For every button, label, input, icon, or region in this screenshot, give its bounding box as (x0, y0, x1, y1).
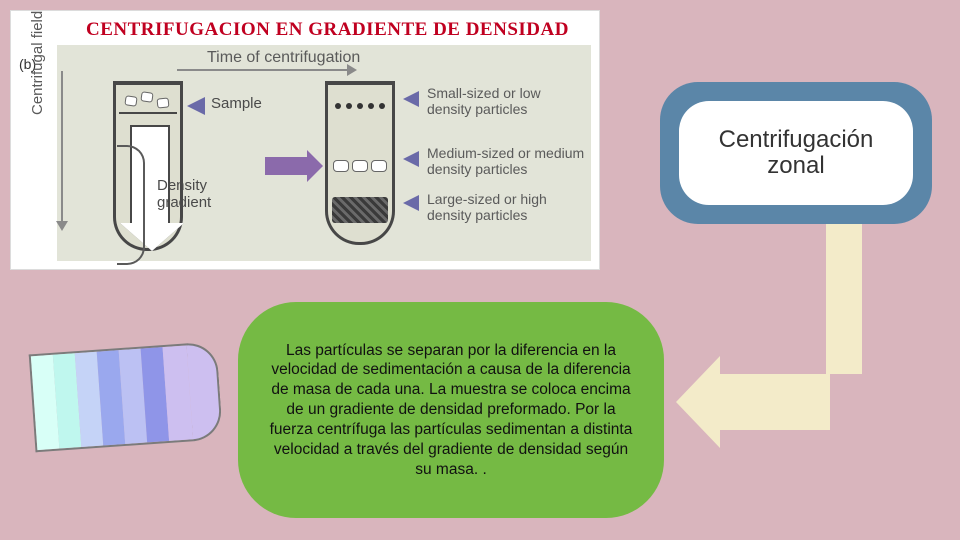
connector-vertical (826, 224, 862, 374)
band-large-particles (332, 197, 388, 223)
label-medium-particles: Medium-sized or medium density particles (427, 145, 584, 177)
label-small-particles: Small-sized or low density particles (427, 85, 541, 117)
transition-arrow-icon (265, 157, 307, 175)
density-gradient-label: Density gradient (157, 177, 211, 212)
sample-label: Sample (211, 95, 262, 112)
y-axis-arrow-icon (61, 71, 63, 221)
tube-after (325, 81, 395, 245)
description-text: Las partículas se separan por la diferen… (268, 341, 634, 480)
band-medium-particles (332, 151, 388, 181)
diagram-body: Time of centrifugation Centrifugal field… (57, 45, 591, 261)
diagram-title: CENTRIFUGACION EN GRADIENTE DE DENSIDAD (86, 19, 569, 41)
pointer-small-icon (403, 91, 419, 107)
x-axis-label: Time of centrifugation (207, 49, 360, 67)
title-bubble-text: Centrifugación zonal (679, 101, 913, 205)
sample-layer (119, 88, 177, 114)
pointer-medium-icon (403, 151, 419, 167)
density-gradient-diagram: (b) CENTRIFUGACION EN GRADIENTE DE DENSI… (10, 10, 600, 270)
brace-icon (117, 145, 145, 265)
band-small-particles (332, 95, 388, 117)
gradient-tube-body (29, 343, 195, 452)
pointer-large-icon (403, 195, 419, 211)
gradient-tube-illustration (28, 332, 218, 464)
connector-arrow-icon (720, 374, 830, 430)
title-bubble: Centrifugación zonal (660, 82, 932, 224)
description-bubble: Las partículas se separan por la diferen… (238, 302, 664, 518)
gradient-tube-cap (186, 341, 223, 441)
x-axis-arrow-icon (177, 69, 347, 71)
y-axis-label: Centrifugal field (29, 11, 46, 115)
sample-pointer-icon (187, 97, 205, 115)
label-large-particles: Large-sized or high density particles (427, 191, 547, 223)
